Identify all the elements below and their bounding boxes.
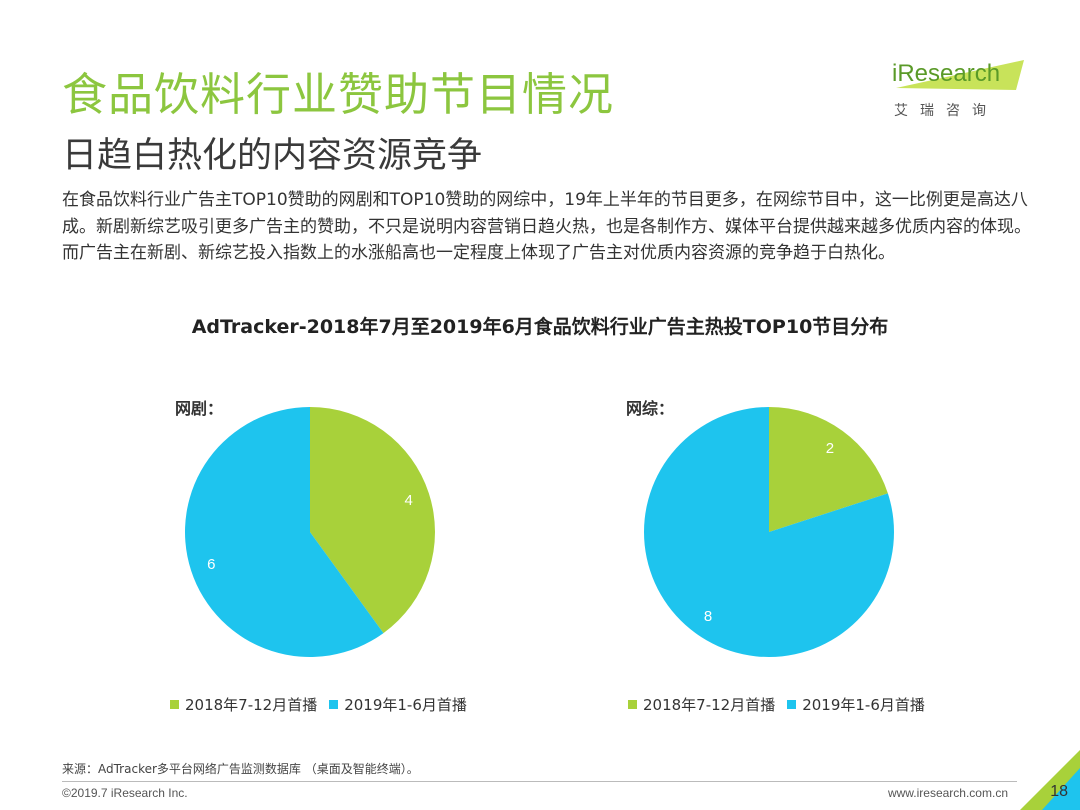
legend-right: 2018年7-12月首播 2019年1-6月首播 (628, 694, 937, 715)
pie-slice (185, 407, 384, 657)
legend-item: 2019年1-6月首播 (329, 694, 467, 715)
chart-title: AdTracker-2018年7月至2019年6月食品饮料行业广告主热投TOP1… (191, 316, 889, 338)
body-paragraph: 在食品饮料行业广告主TOP10赞助的网剧和TOP10赞助的网综中，19年上半年的… (62, 190, 1031, 263)
iresearch-logo: iResearch 艾瑞咨询 (888, 56, 1028, 126)
pie-data-label: 2 (826, 440, 834, 457)
pie-right-label: 网综： (626, 399, 675, 418)
logo-subtext: 艾瑞咨询 (894, 103, 998, 119)
logo-swoosh-icon (896, 60, 1024, 90)
pie-slice (769, 407, 888, 532)
footer-divider (62, 781, 1017, 782)
pie-left-label: 网剧： (175, 399, 224, 418)
pie-slice (310, 407, 436, 634)
legend-item: 2018年7-12月首播 (170, 694, 317, 715)
page-title: 食品饮料行业赞助节目情况 (62, 68, 615, 121)
copyright: ©2019.7 iResearch Inc. (62, 786, 188, 800)
legend-item: 2019年1-6月首播 (787, 694, 925, 715)
legend-label: 2018年7-12月首播 (643, 696, 776, 714)
pie-data-label: 4 (405, 492, 413, 509)
pie-data-label: 6 (207, 556, 215, 573)
legend-swatch-green (628, 700, 637, 709)
legend-left: 2018年7-12月首播 2019年1-6月首播 (170, 694, 479, 715)
legend-label: 2019年1-6月首播 (344, 696, 467, 714)
pie-slice (644, 407, 894, 657)
page-subtitle: 日趋白热化的内容资源竞争 (62, 136, 483, 176)
source-note: 来源：AdTracker多平台网络广告监测数据库 （桌面及智能终端）。 (62, 762, 419, 776)
legend-swatch-green (170, 700, 179, 709)
logo-text: iResearch (892, 60, 1001, 87)
legend-label: 2018年7-12月首播 (185, 696, 318, 714)
legend-swatch-blue (787, 700, 797, 709)
legend-item: 2018年7-12月首播 (628, 694, 775, 715)
legend-swatch-blue (329, 700, 339, 709)
page-number: 18 (1050, 783, 1068, 800)
website-link[interactable]: www.iresearch.com.cn (887, 786, 1008, 800)
pie-data-label: 8 (704, 608, 712, 625)
corner-decoration-icon (1020, 750, 1080, 810)
legend-label: 2019年1-6月首播 (802, 696, 925, 714)
